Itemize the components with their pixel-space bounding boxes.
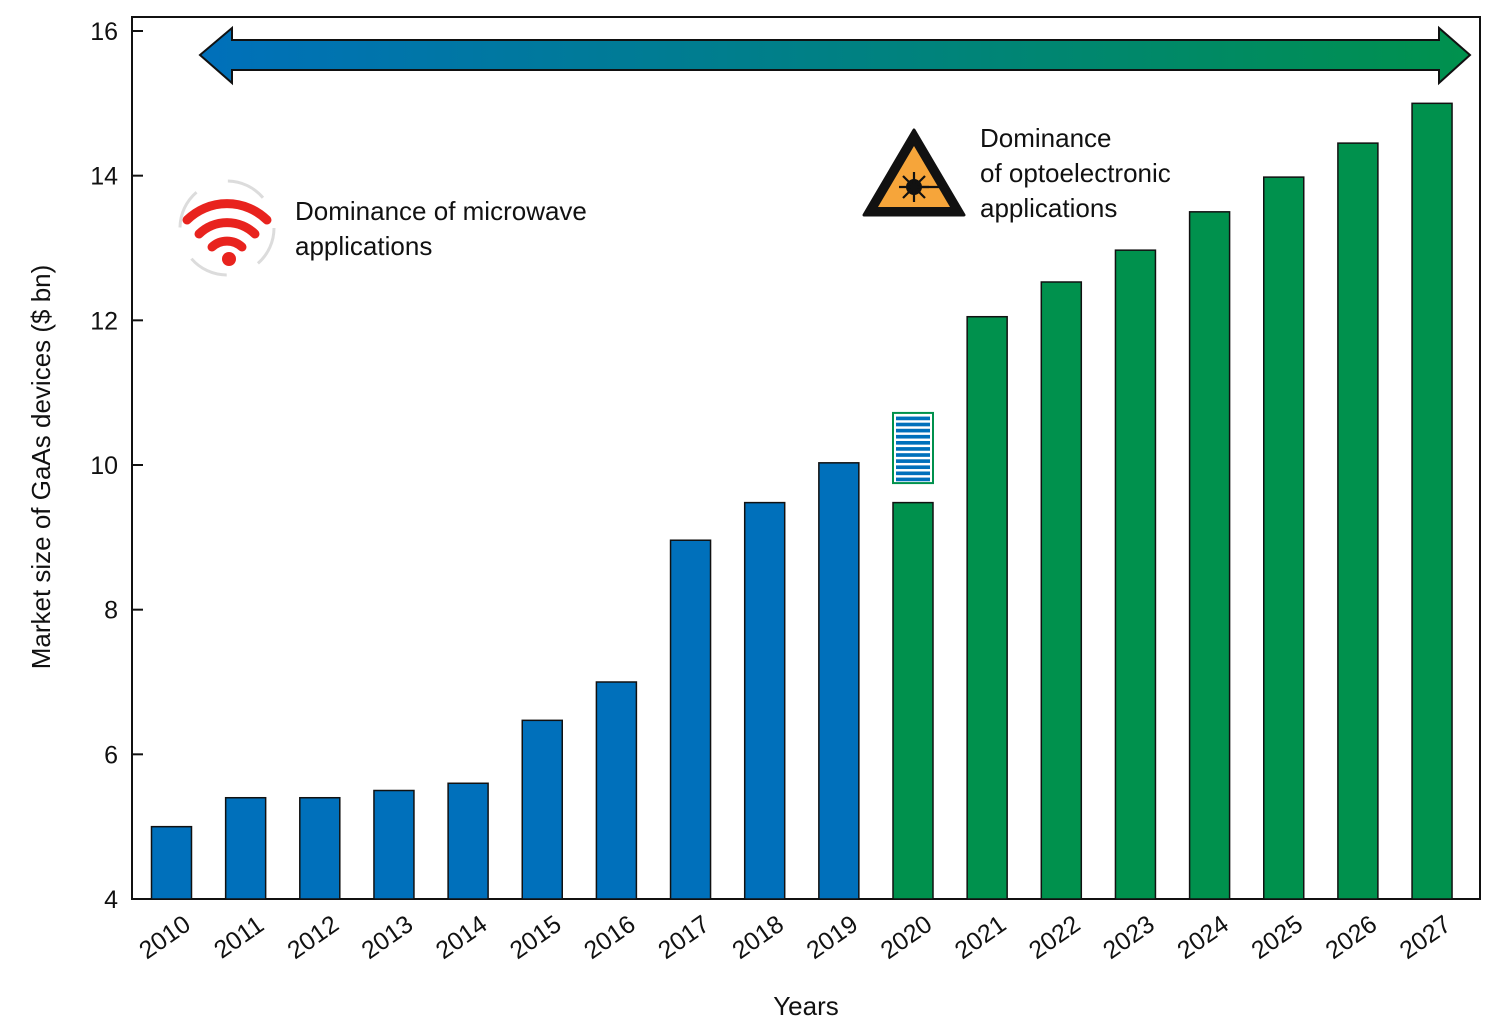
y-tick-label: 8 [104, 597, 118, 625]
x-tick-label: 2016 [579, 910, 641, 965]
y-axis-label: Market size of GaAs devices ($ bn) [26, 265, 56, 670]
y-tick-label: 16 [90, 18, 118, 46]
bar-2010 [150, 825, 193, 900]
optoelectronic-annotation: Dominance of optoelectronic applications [980, 123, 1178, 223]
highlight-stripe [896, 453, 930, 457]
bar-2023 [1114, 249, 1157, 900]
x-tick-label: 2027 [1395, 910, 1457, 965]
x-tick-label: 2012 [282, 910, 344, 965]
highlight-stripe [896, 416, 930, 421]
microwave-annotation: Dominance of microwave applications [295, 196, 594, 261]
x-tick-label: 2022 [1024, 910, 1086, 965]
laser-warning-icon [862, 128, 966, 217]
highlight-stripe [896, 434, 930, 439]
highlight-stripe [896, 465, 930, 470]
bar-2016 [595, 681, 638, 900]
x-tick-label: 2020 [876, 910, 938, 965]
highlight-stripe [896, 459, 930, 463]
bar-2013 [373, 789, 415, 900]
y-tick-label: 12 [90, 307, 118, 335]
x-tick-label: 2010 [134, 910, 196, 965]
y-tick-label: 4 [104, 886, 118, 914]
x-tick-label: 2025 [1246, 910, 1308, 965]
highlight-stripe [896, 447, 930, 451]
bar-2027 [1411, 102, 1453, 900]
bar-2026 [1337, 142, 1379, 900]
x-tick-label: 2018 [727, 910, 789, 965]
bar-2011 [224, 796, 267, 900]
bars [150, 102, 1453, 900]
bar-2022 [1040, 281, 1083, 900]
y-tick-label: 6 [104, 741, 118, 769]
x-tick-label: 2024 [1172, 910, 1234, 965]
highlight-stripe [896, 422, 930, 427]
bar-2019 [818, 462, 860, 900]
x-tick-label: 2011 [209, 911, 269, 965]
bar-2025 [1263, 176, 1305, 900]
y-tick-label: 14 [90, 163, 118, 191]
bar-2012 [299, 796, 341, 900]
highlight-stripe [896, 471, 930, 476]
bar-2024 [1188, 211, 1231, 900]
bar-2020 [892, 501, 934, 900]
bar-2014 [447, 782, 489, 900]
y-tick-label: 10 [90, 452, 118, 480]
highlight-stripe [896, 440, 930, 445]
highlight-stripe [896, 477, 930, 482]
plot-frame [131, 16, 1481, 900]
x-tick-label: 2014 [431, 910, 493, 965]
x-tick-label: 2017 [653, 910, 715, 965]
highlight-stripe [896, 428, 930, 433]
x-axis-label: Years [773, 991, 839, 1021]
bar-2017 [669, 539, 712, 900]
x-tick-label: 2013 [357, 910, 419, 965]
x-axis: 2010 2011 2012 2013 2014 2015 2016 2017 2018 2019… [134, 910, 1456, 965]
x-tick-label: 2023 [1098, 910, 1160, 965]
bar-2018 [743, 501, 786, 900]
highlight-2020 [892, 411, 934, 485]
y-axis: 4 6 8 10 12 14 16 [90, 18, 143, 914]
wifi-icon [178, 179, 276, 277]
bar-2015 [521, 719, 563, 900]
x-tick-label: 2019 [801, 910, 863, 965]
x-tick-label: 2021 [950, 910, 1012, 965]
x-tick-label: 2026 [1320, 910, 1382, 965]
bar-2021 [966, 315, 1008, 900]
x-tick-label: 2015 [505, 910, 567, 965]
timeline-double-arrow [198, 25, 1472, 86]
